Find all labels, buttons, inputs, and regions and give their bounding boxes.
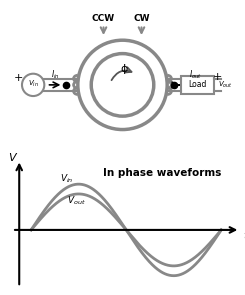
Text: Load: Load (188, 80, 207, 89)
Text: $I_{out}$: $I_{out}$ (188, 68, 202, 81)
Text: t: t (243, 231, 245, 241)
Text: $I_{in}$: $I_{in}$ (50, 68, 59, 81)
Text: +: + (213, 72, 222, 82)
Text: ϕ: ϕ (120, 64, 127, 74)
Text: $V_{in}$: $V_{in}$ (60, 172, 74, 185)
Text: $V_{out}$: $V_{out}$ (218, 80, 233, 90)
Text: $V_{out}$: $V_{out}$ (67, 194, 86, 207)
Bar (181, 76, 214, 94)
Text: CCW: CCW (92, 14, 115, 24)
Text: In phase waveforms: In phase waveforms (103, 168, 221, 178)
Text: CW: CW (133, 14, 150, 24)
Text: $V_{in}$: $V_{in}$ (28, 79, 39, 89)
Text: V: V (8, 153, 16, 163)
Text: +: + (14, 73, 23, 83)
